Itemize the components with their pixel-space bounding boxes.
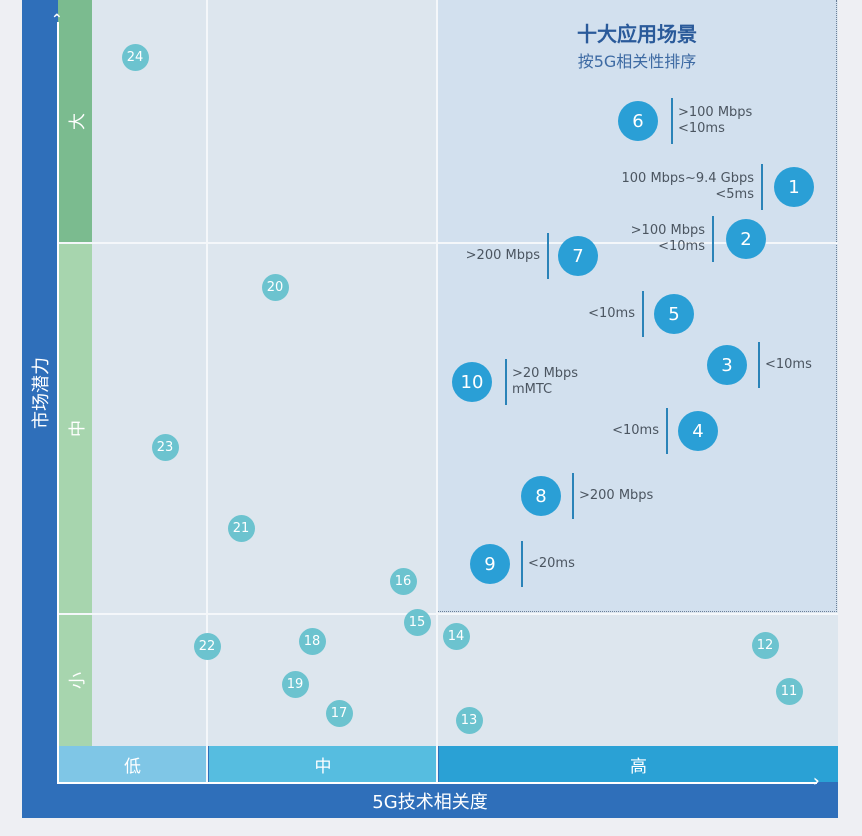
x-band-low: 低 [58,746,207,782]
annotation-line: <5ms [715,187,754,202]
top-scenario-point-4: 4 [678,411,718,451]
x-tick-label: 低 [124,756,141,777]
annotation-bracket [712,216,714,262]
y-tick-label: 中 [67,420,88,437]
annotation-text: <10ms [765,357,812,373]
annotation-line: <20ms [528,556,575,571]
y-band-mid: 中 [58,244,92,613]
annotation-line: <10ms [658,239,705,254]
scenario-point-21: 21 [227,514,255,542]
annotation-bracket [758,342,760,388]
chart-subtitle: 按5G相关性排序 [577,52,697,71]
x-axis-arrow-icon: › [813,771,820,790]
scenario-point-18: 18 [298,627,326,655]
x-axis-label: 5G技术相关度 [372,791,488,813]
annotation-text: >100 Mbps <10ms [678,105,752,137]
annotation-text: >200 Mbps [466,248,540,264]
annotation-bracket [572,473,574,519]
scenario-point-23: 23 [151,433,179,461]
top-scenario-point-7: 7 [558,236,598,276]
scenario-point-16: 16 [389,567,417,595]
scenario-point-17: 17 [325,699,353,727]
scenario-point-12: 12 [751,631,779,659]
annotation-line: >20 Mbps [512,366,579,381]
annotation-line: <10ms [678,121,725,136]
annotation-text: <20ms [528,556,575,572]
scenario-point-20: 20 [261,273,289,301]
annotation-bracket [547,233,549,279]
annotation-text: 100 Mbps~9.4 Gbps <5ms [622,171,755,203]
annotation-bracket [505,359,507,405]
annotation-line: >100 Mbps [630,223,705,238]
annotation-line: <10ms [765,357,812,372]
annotation-text: <10ms [612,423,659,439]
annotation-line: mMTC [512,382,553,397]
top-scenario-point-5: 5 [654,294,694,334]
top-scenario-point-2: 2 [726,219,766,259]
scenario-point-14: 14 [442,622,470,650]
x-band-high: 高 [439,746,838,782]
annotation-bracket [671,98,673,144]
annotation-line: >200 Mbps [579,488,654,503]
chart-title: 十大应用场景 [577,22,697,46]
scenario-point-11: 11 [775,677,803,705]
top-scenario-point-1: 1 [774,167,814,207]
grid-line [58,613,838,615]
y-band-low: 小 [58,615,92,746]
y-tick-label: 大 [67,112,88,130]
top-scenario-point-3: 3 [707,345,747,385]
annotation-line: <10ms [588,306,635,321]
grid-line [436,0,438,782]
scenario-point-15: 15 [403,608,431,636]
top-scenario-point-8: 8 [521,476,561,516]
annotation-bracket [521,541,523,587]
y-axis [57,22,59,783]
annotation-line: >200 Mbps [465,248,540,263]
annotation-text: >20 Mbps mMTC [512,366,578,398]
y-tick-label: 小 [67,672,88,689]
y-band-high: 大 [58,0,92,242]
annotation-text: >200 Mbps [579,488,653,504]
annotation-bracket [666,408,668,454]
annotation-bracket [761,164,763,210]
y-axis-label: 市场潜力 [31,357,52,429]
top-scenario-point-10: 10 [452,362,492,402]
annotation-line: 100 Mbps~9.4 Gbps [621,171,755,186]
scenario-point-13: 13 [455,706,483,734]
annotation-text: <10ms [588,306,635,322]
grid-line [58,242,838,244]
x-tick-label: 高 [630,756,647,777]
annotation-line: <10ms [612,423,659,438]
scenario-point-24: 24 [121,43,149,71]
scenario-point-22: 22 [193,632,221,660]
top-scenario-point-9: 9 [470,544,510,584]
x-tick-label: 中 [314,756,332,777]
annotation-text: >100 Mbps <10ms [631,223,705,255]
grid-line [206,0,208,782]
scenario-point-19: 19 [281,670,309,698]
top-scenario-point-6: 6 [618,101,658,141]
top-ten-highlight-box [437,0,837,612]
annotation-line: >100 Mbps [678,105,753,120]
annotation-bracket [642,291,644,337]
x-band-mid: 中 [209,746,437,782]
x-axis [57,782,817,784]
y-axis-arrow-icon: ⌃ [51,12,63,28]
